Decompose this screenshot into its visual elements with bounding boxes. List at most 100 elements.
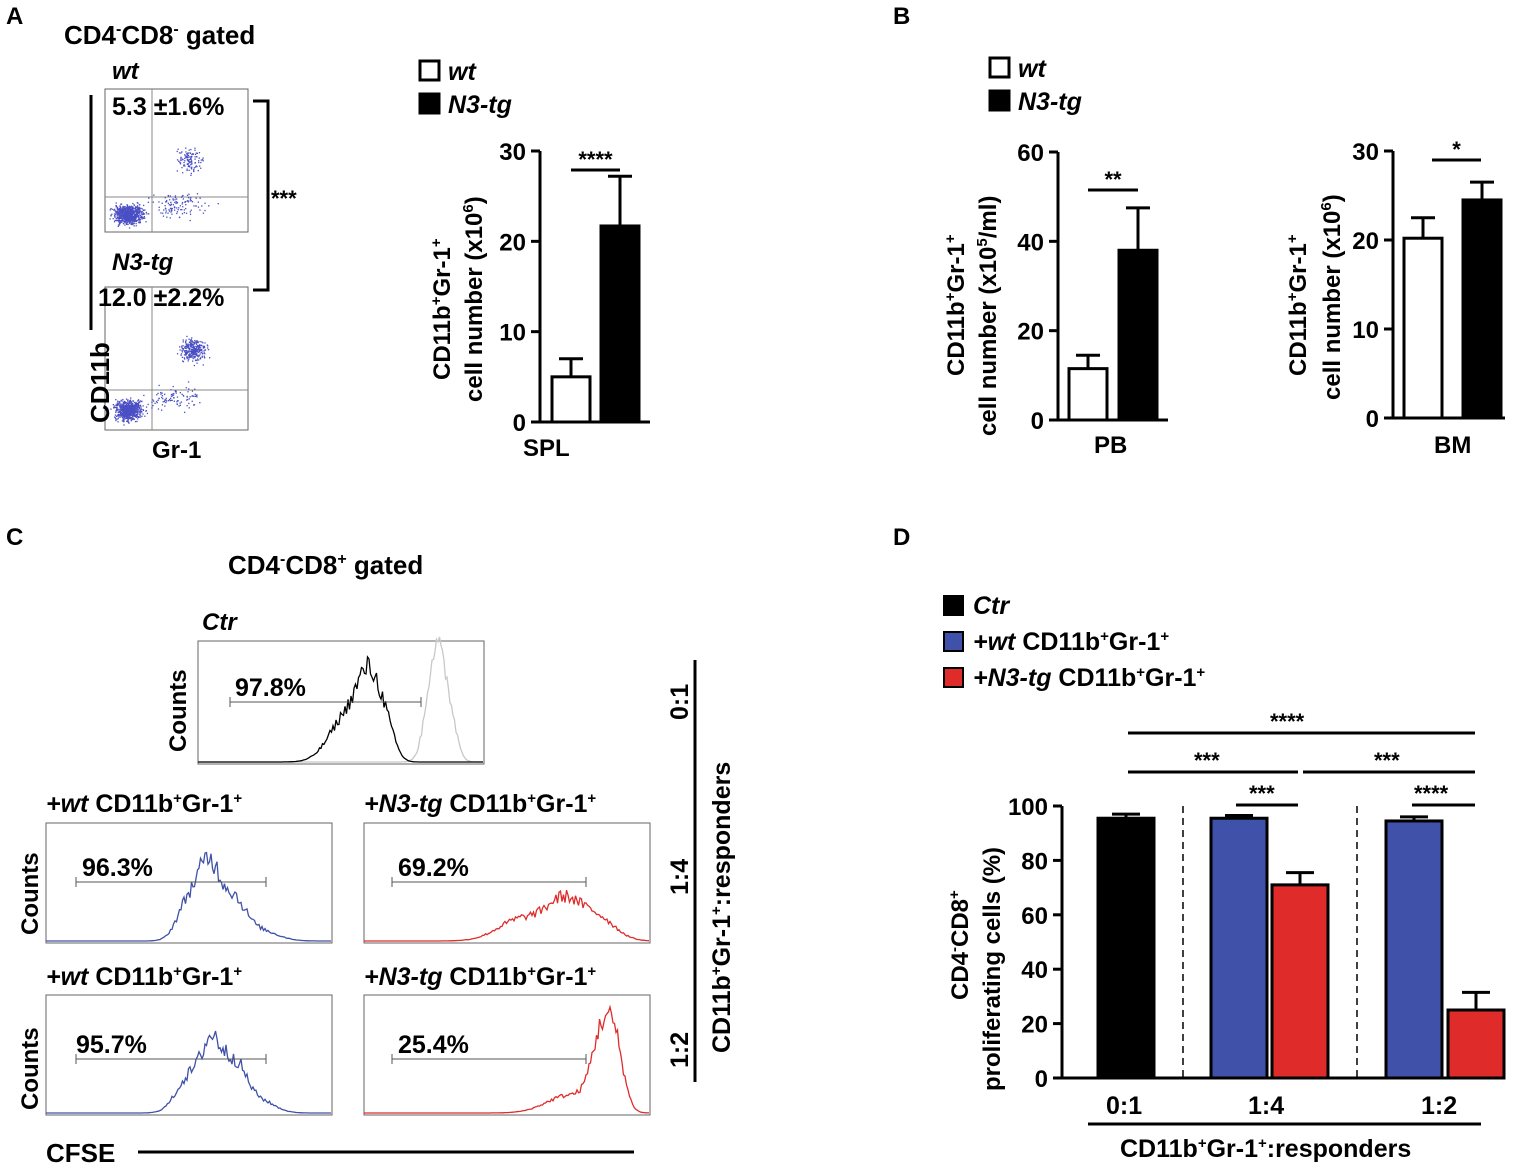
scatter-dot [184,165,186,167]
scatter-dot [185,204,187,206]
scatter-dot [118,221,120,223]
scatter-dot [186,155,188,157]
scatter-dot [134,207,136,209]
scatter-dot [120,220,122,222]
scatter-dot [137,410,139,413]
significance-label: *** [271,186,297,211]
scatter-dot [191,395,193,397]
scatter-dot [135,401,137,404]
scatter-dot [179,402,181,404]
scatter-dot [179,162,182,164]
scatter-dot [123,421,125,423]
scatter-dot [193,342,196,344]
scatter-dot [174,390,176,392]
scatter-dot [193,395,195,397]
scatter-dot [193,347,196,350]
scatter-dot [198,161,200,164]
scatter-dot [183,165,185,167]
scatter-dot [194,158,196,160]
scatter-dot [115,406,117,408]
scatter-dot [153,194,155,196]
scatter-dot [134,404,136,406]
scatter-dot [129,216,131,219]
scatter-dot [124,418,126,420]
scatter-dot [167,212,169,214]
scatter-dot [160,391,162,394]
scatter-dot [185,353,187,355]
scatter-dot [194,388,196,390]
scatter-dot [124,224,126,226]
scatter-dot [128,405,131,407]
scatter-dot [186,346,188,348]
scatter-dot [192,343,194,345]
legend-swatch-wt [418,59,441,82]
scatter-dot [115,206,117,208]
scatter-dot [139,210,141,212]
scatter-dot [147,403,149,406]
scatter-dot [116,418,118,420]
scatter-dot [131,217,134,220]
scatter-dot [129,416,131,418]
scatter-dot [185,207,187,210]
scatter-dot [176,198,178,200]
scatter-dot [141,400,143,402]
scatter-dot [134,218,136,221]
scatter-dot [181,201,184,204]
scatter-dot [114,210,116,212]
scatter-dot [132,208,134,210]
scatter-dot [165,400,168,402]
scatter-dot [174,201,176,204]
scatter-dot [144,217,146,219]
scatter-dot [126,420,128,422]
scatter-dot [185,352,187,355]
category-label: 1:4 [1248,1092,1284,1120]
scatter-dot [176,201,178,203]
scatter-dot [138,406,140,408]
scatter-dot [127,418,129,420]
scatter-dot [117,217,119,219]
scatter-dot [168,398,171,401]
scatter-dot [136,414,138,416]
scatter-dot [116,415,119,417]
scatter-dot [129,212,131,215]
y-tick-label: 60 [1017,140,1044,167]
scatter-dot [117,403,119,405]
histogram-wt-title: +wt CD11b+Gr-1+ [46,963,242,991]
scatter-dot [193,170,195,173]
scatter-dot [188,193,190,195]
scatter-dot [138,210,140,212]
scatter-dot [174,209,176,211]
scatter-dot [191,356,193,358]
scatter-dot [125,211,128,213]
scatter-dot [201,355,203,357]
scatter-dot [187,165,189,167]
scatter-dot [202,347,204,349]
scatter-dot [123,424,125,426]
scatter-dot [111,208,113,210]
scatter-dot [191,162,193,164]
scatter-dot [190,161,192,163]
scatter-dot [190,174,192,176]
scatter-dot [136,405,138,407]
scatter-dot [165,201,167,203]
scatter-dot [127,421,129,423]
panel-letter-b: B [893,3,910,30]
scatter-dot [119,219,121,222]
scatter-dot [130,406,133,408]
scatter-dot [129,211,131,213]
scatter-dot [139,400,141,402]
scatter-dot [120,203,122,205]
scatter-dot [132,411,134,413]
scatter-dot [188,159,190,161]
scatter-dot [195,197,197,199]
scatter-dot [136,412,138,414]
scatter-dot [194,162,196,164]
scatter-dot [116,215,118,217]
scatter-dot [126,222,128,225]
scatter-dot [134,214,137,216]
scatter-dot [195,394,198,397]
scatter-dot [131,411,133,413]
category-label-bm: BM [1434,432,1471,459]
scatter-dot [182,172,184,174]
scatter-dot [203,346,205,348]
